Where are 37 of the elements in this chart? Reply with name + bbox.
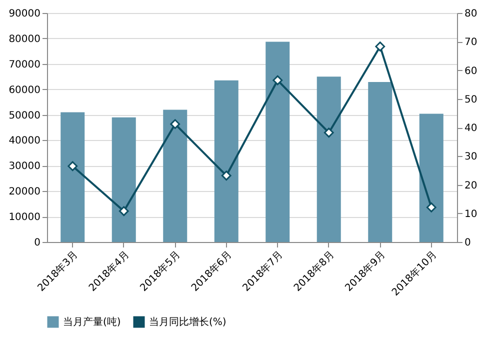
y-tick-label: 40000 bbox=[8, 136, 40, 147]
y-tick-label: 90000 bbox=[8, 8, 40, 20]
bar bbox=[112, 117, 136, 242]
bar bbox=[163, 110, 188, 242]
y-tick-label: 80000 bbox=[8, 34, 40, 45]
y2-tick-label: 40 bbox=[464, 123, 478, 134]
y2-tick-label: 10 bbox=[464, 208, 478, 220]
bar bbox=[316, 76, 341, 242]
y-tick-label: 60000 bbox=[8, 84, 40, 96]
y2-tick-label: 0 bbox=[464, 238, 471, 248]
bar bbox=[266, 42, 290, 242]
y2-tick-label: 30 bbox=[464, 152, 478, 163]
bar bbox=[368, 82, 392, 242]
y2-tick-label: 20 bbox=[464, 180, 478, 192]
point bbox=[375, 42, 386, 52]
point bbox=[324, 128, 334, 138]
y2-tick-label: 60 bbox=[464, 66, 478, 77]
legend-label: 当月同比增长(%) bbox=[149, 316, 226, 328]
y-tick-label: 20000 bbox=[8, 186, 40, 198]
bar bbox=[214, 80, 238, 242]
point bbox=[68, 161, 78, 172]
legend-label: 当月产量(吨) bbox=[63, 316, 121, 328]
bar bbox=[60, 112, 85, 242]
y-tick-label: 10000 bbox=[8, 212, 40, 224]
point bbox=[118, 206, 129, 216]
bar bbox=[419, 114, 444, 242]
y2-tick-label: 80 bbox=[464, 8, 478, 20]
point bbox=[221, 170, 232, 181]
point bbox=[272, 75, 283, 86]
point bbox=[426, 202, 436, 212]
y-tick-label: 30000 bbox=[8, 161, 40, 172]
y-tick-label: 50000 bbox=[8, 110, 40, 122]
point bbox=[170, 119, 180, 129]
y-tick-label: 0 bbox=[34, 238, 40, 248]
y-tick-label: 70000 bbox=[8, 59, 40, 70]
y2-tick-label: 70 bbox=[464, 37, 478, 48]
y2-tick-label: 50 bbox=[464, 94, 478, 106]
